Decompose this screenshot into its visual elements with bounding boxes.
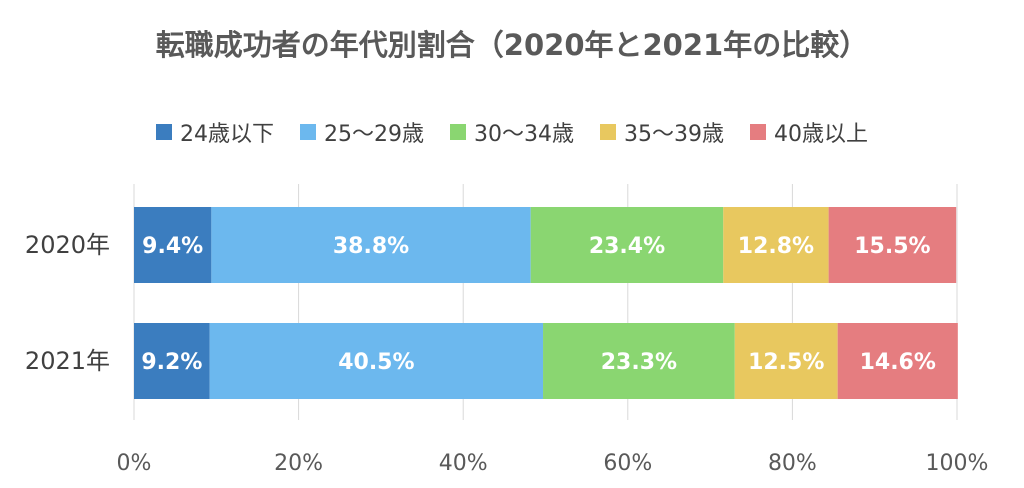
bar-segment (211, 207, 531, 283)
legend-swatch (300, 124, 316, 140)
data-label: 12.5% (748, 350, 824, 375)
legend-label: 40歳以上 (774, 122, 868, 147)
x-tick-label: 60% (603, 451, 652, 476)
bar-segment (530, 207, 724, 283)
legend-item: 35〜39歳 (600, 116, 724, 148)
bar-segment (543, 323, 735, 399)
legend-item: 25〜29歳 (300, 116, 424, 148)
bar-segment (837, 323, 958, 399)
x-tick-label: 100% (926, 451, 989, 476)
category-label: 2020年 (25, 231, 110, 259)
legend-swatch (600, 124, 616, 140)
legend-label: 24歳以下 (180, 122, 274, 147)
bar-segment (134, 207, 212, 283)
data-label: 40.5% (338, 350, 414, 375)
data-label: 12.8% (738, 234, 814, 259)
bar-segment (828, 207, 957, 283)
data-label: 14.6% (860, 350, 936, 375)
bar-segment (209, 323, 544, 399)
x-tick-label: 40% (439, 451, 488, 476)
bar-segment (734, 323, 838, 399)
data-label: 23.3% (601, 350, 677, 375)
chart-title: 転職成功者の年代別割合（2020年と2021年の比較） (155, 28, 869, 62)
legend-label: 25〜29歳 (324, 122, 424, 147)
bar-segment (134, 323, 210, 399)
data-label: 23.4% (589, 234, 665, 259)
legend-label: 35〜39歳 (624, 122, 724, 147)
data-label: 9.2% (141, 350, 202, 375)
legend-item: 40歳以上 (750, 116, 868, 148)
legend-item: 30〜34歳 (450, 116, 574, 148)
data-label: 15.5% (854, 234, 930, 259)
legend: 24歳以下 25〜29歳 30〜34歳 35〜39歳 40歳以上 (0, 116, 1024, 148)
legend-swatch (750, 124, 766, 140)
data-label: 9.4% (142, 234, 203, 259)
legend-item: 24歳以下 (156, 116, 274, 148)
x-tick-label: 20% (274, 451, 323, 476)
legend-swatch (450, 124, 466, 140)
category-label: 2021年 (25, 347, 110, 375)
legend-label: 30〜34歳 (474, 122, 574, 147)
bar-segment (723, 207, 829, 283)
x-tick-label: 0% (117, 451, 152, 476)
x-tick-label: 80% (768, 451, 817, 476)
legend-swatch (156, 124, 172, 140)
data-label: 38.8% (333, 234, 409, 259)
